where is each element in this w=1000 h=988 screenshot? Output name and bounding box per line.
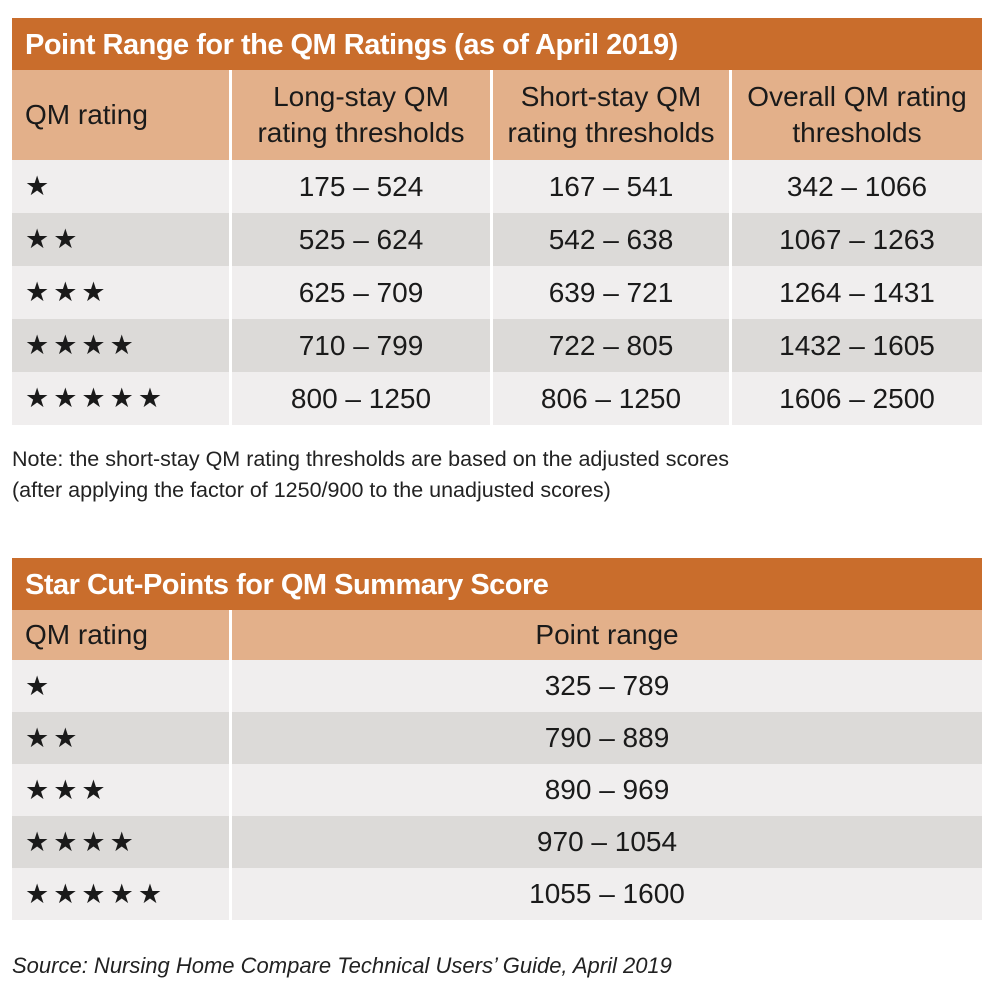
column-header: Overall QM rating thresholds	[747, 81, 967, 148]
table-cell: 342 – 1066	[786, 170, 928, 202]
table-cell: 325 – 789	[544, 670, 670, 701]
table-cell: 542 – 638	[493, 213, 732, 266]
star-cut-points-table: Star Cut-Points for QM Summary Score QM …	[12, 558, 982, 920]
column-header: QM rating	[12, 70, 232, 160]
table-cell: 1264 – 1431	[779, 276, 935, 308]
table-title: Point Range for the QM Ratings (as of Ap…	[12, 18, 982, 70]
column-header: QM rating	[12, 610, 232, 660]
table-cell: 1055 – 1600	[529, 878, 685, 909]
star-rating: ★★★★★	[12, 868, 232, 920]
star-rating: ★	[12, 160, 232, 213]
source-citation: Source: Nursing Home Compare Technical U…	[12, 953, 672, 978]
column-header: Short-stay QM rating thresholds	[493, 70, 732, 160]
table-cell: 175 – 524	[232, 160, 493, 213]
star-rating: ★★★★★	[12, 372, 232, 425]
table-row: ★★ 790 – 889	[12, 712, 982, 764]
table-row: ★★★★ 710 – 799 722 – 805 1432 – 1605	[12, 319, 982, 372]
star-rating: ★★★★	[12, 816, 232, 868]
table-row: ★★ 525 – 624 542 – 638 1067 – 1263	[12, 213, 982, 266]
table-cell: 625 – 709	[232, 266, 493, 319]
table-cell: 167 – 541	[493, 160, 732, 213]
star-rating: ★★	[12, 712, 232, 764]
table-row: ★★★ 890 – 969	[12, 764, 982, 816]
header-row: QM rating Long-stay QM rating thresholds…	[12, 70, 982, 160]
table-row: ★★★★★ 1055 – 1600	[12, 868, 982, 920]
note-line: (after applying the factor of 1250/900 t…	[12, 478, 611, 502]
table-title: Star Cut-Points for QM Summary Score	[12, 558, 982, 610]
table-note: Note: the short-stay QM rating threshold…	[12, 444, 729, 506]
table-cell: 1432 – 1605	[779, 329, 935, 361]
table-cell: 639 – 721	[493, 266, 732, 319]
table-cell: 525 – 624	[232, 213, 493, 266]
table-cell: 970 – 1054	[536, 826, 678, 857]
table-cell: 1067 – 1263	[779, 223, 935, 255]
note-line: Note: the short-stay QM rating threshold…	[12, 447, 730, 471]
qm-ratings-table: Point Range for the QM Ratings (as of Ap…	[12, 18, 982, 425]
table-row: ★ 175 – 524 167 – 541 342 – 1066	[12, 160, 982, 213]
table-row: ★★★★★ 800 – 1250 806 – 1250 1606 – 2500	[12, 372, 982, 425]
table-cell: 890 – 969	[544, 774, 670, 805]
star-rating: ★★★★	[12, 319, 232, 372]
table-cell: 1606 – 2500	[779, 382, 935, 414]
table-row: ★ 325 – 789	[12, 660, 982, 712]
table-cell: 800 – 1250	[232, 372, 493, 425]
table-cell: 790 – 889	[544, 722, 670, 753]
star-rating: ★★★	[12, 266, 232, 319]
star-rating: ★★	[12, 213, 232, 266]
table-cell: 722 – 805	[493, 319, 732, 372]
column-header: Point range	[535, 619, 679, 650]
star-rating: ★	[12, 660, 232, 712]
star-rating: ★★★	[12, 764, 232, 816]
table-row: ★★★★ 970 – 1054	[12, 816, 982, 868]
table-row: ★★★ 625 – 709 639 – 721 1264 – 1431	[12, 266, 982, 319]
column-header: Long-stay QM rating thresholds	[232, 70, 493, 160]
table-cell: 710 – 799	[232, 319, 493, 372]
table-cell: 806 – 1250	[493, 372, 732, 425]
header-row: QM rating Point range	[12, 610, 982, 660]
